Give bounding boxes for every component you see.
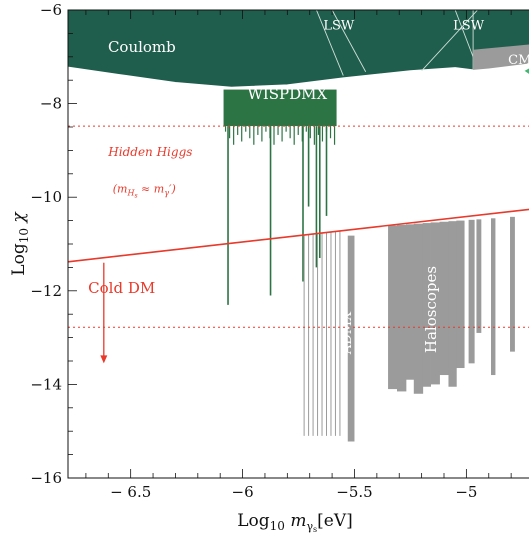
plot-area: Coulomb LSW LSW CMB WISPDMX ADMX Halosco… bbox=[68, 10, 529, 442]
y-axis: −6 −8 −10 −12 −14 −16 bbox=[30, 1, 77, 487]
y-tick-label: −8 bbox=[40, 95, 62, 113]
lsw-divider bbox=[331, 10, 367, 72]
haloscope-bar bbox=[397, 224, 407, 392]
haloscope-bar bbox=[448, 221, 457, 387]
coulomb-region bbox=[68, 10, 529, 88]
admx-label: ADMX bbox=[340, 311, 355, 355]
y-tick-label: −14 bbox=[30, 375, 62, 393]
y-tick-label: −12 bbox=[30, 282, 62, 300]
x-axis-title: Log10 mγs[eV] bbox=[237, 511, 353, 533]
cmb-region bbox=[473, 44, 529, 70]
light-green-region bbox=[524, 68, 529, 74]
y-tick-label: −10 bbox=[30, 188, 62, 206]
haloscopes-region bbox=[388, 216, 515, 394]
lsw-divider bbox=[316, 10, 344, 76]
x-tick-label: − 6.5 bbox=[110, 483, 151, 501]
haloscope-bar bbox=[510, 216, 515, 352]
wispdmx-label: WISPDMX bbox=[247, 85, 327, 103]
haloscope-bar bbox=[468, 219, 475, 364]
hidden-higgs-condition: (mHs ≈ mγ′) bbox=[113, 183, 176, 200]
haloscope-bar bbox=[476, 219, 482, 333]
x-tick-label: −6 bbox=[232, 483, 254, 501]
wispdmx-spikes bbox=[224, 126, 336, 305]
lsw-divider bbox=[421, 10, 478, 72]
x-axis: − 6.5 −6 −5.5 −5 bbox=[85, 10, 512, 501]
haloscope-bar bbox=[491, 218, 496, 376]
haloscope-bar bbox=[430, 222, 440, 385]
lsw-label-2: LSW bbox=[453, 19, 485, 34]
lsw-label: LSW bbox=[323, 19, 355, 34]
cold-dm-line bbox=[68, 208, 529, 263]
y-tick-label: −16 bbox=[30, 469, 62, 487]
haloscope-bar bbox=[413, 223, 424, 394]
cold-dm-arrowhead bbox=[100, 355, 108, 364]
haloscope-bar bbox=[422, 223, 431, 387]
x-tick-label: −5 bbox=[455, 483, 477, 501]
wispdmx-region bbox=[223, 89, 337, 127]
hidden-higgs-lines bbox=[68, 125, 529, 328]
coulomb-label: Coulomb bbox=[108, 38, 176, 56]
hidden-higgs-label: Hidden Higgs bbox=[107, 145, 192, 159]
cmb-label: CMB bbox=[508, 53, 529, 68]
admx-region bbox=[347, 235, 355, 442]
haloscope-bar bbox=[456, 220, 465, 369]
y-axis-title: Log10 χ bbox=[9, 211, 31, 276]
x-tick-label: −5.5 bbox=[336, 483, 372, 501]
haloscope-bar bbox=[388, 225, 398, 390]
haloscope-bar bbox=[439, 221, 449, 376]
haloscope-bar bbox=[405, 224, 415, 380]
cold-dm-label: Cold DM bbox=[88, 279, 155, 297]
y-tick-label: −6 bbox=[40, 1, 62, 19]
haloscopes-label: Haloscopes bbox=[422, 266, 440, 353]
admx-lines bbox=[303, 230, 341, 436]
